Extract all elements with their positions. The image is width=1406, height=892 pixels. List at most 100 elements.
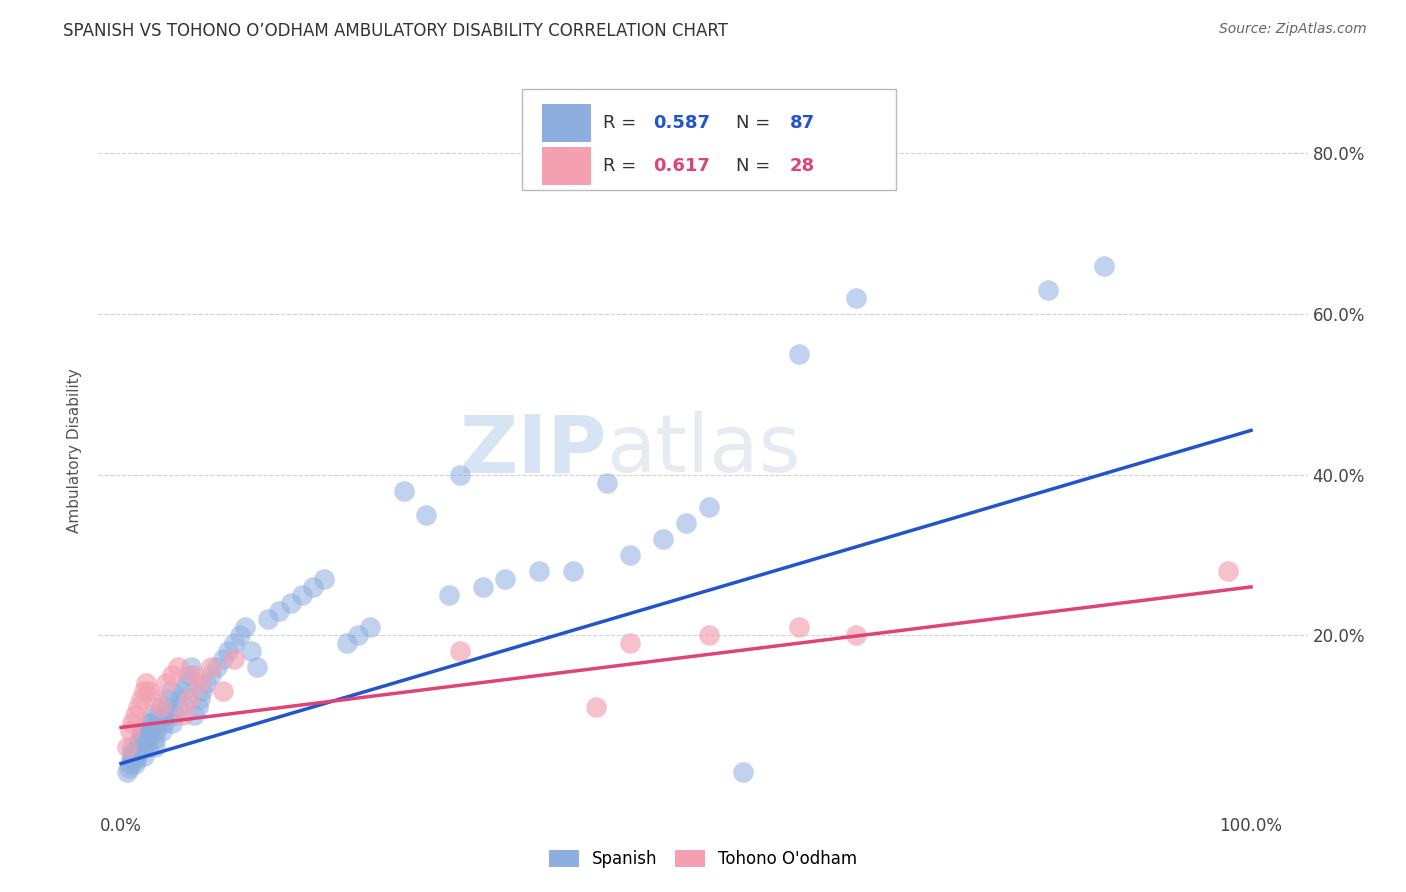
Legend: Spanish, Tohono O'odham: Spanish, Tohono O'odham <box>543 843 863 875</box>
Point <box>125 753 148 767</box>
Point <box>217 644 239 658</box>
Point <box>291 588 314 602</box>
Point <box>177 692 200 706</box>
Point <box>787 347 810 361</box>
Point <box>142 708 165 723</box>
Point <box>280 596 302 610</box>
Point <box>145 724 167 739</box>
Point <box>211 652 233 666</box>
Point <box>127 740 149 755</box>
Point <box>149 700 172 714</box>
Point <box>121 716 143 731</box>
Point <box>157 692 180 706</box>
FancyBboxPatch shape <box>522 89 897 190</box>
Point <box>163 708 186 723</box>
Point <box>359 620 381 634</box>
Point <box>136 716 159 731</box>
Point <box>146 716 169 731</box>
Point <box>159 684 181 698</box>
Point <box>187 700 209 714</box>
Point <box>619 548 641 562</box>
Point <box>172 684 194 698</box>
Point <box>596 475 619 490</box>
Point <box>228 628 250 642</box>
Point <box>143 740 166 755</box>
Point <box>392 483 415 498</box>
Point <box>697 628 720 642</box>
Point <box>132 748 155 763</box>
Point <box>246 660 269 674</box>
Point <box>148 708 170 723</box>
Point <box>155 708 177 723</box>
Point <box>149 700 172 714</box>
Point <box>845 628 868 642</box>
Point <box>120 753 142 767</box>
Point <box>166 700 188 714</box>
Point <box>787 620 810 634</box>
Point <box>585 700 607 714</box>
Point <box>143 732 166 747</box>
Point <box>336 636 359 650</box>
Point <box>134 732 156 747</box>
Point <box>132 684 155 698</box>
Point <box>127 744 149 758</box>
Point <box>257 612 280 626</box>
Point <box>127 700 149 714</box>
Point <box>183 668 205 682</box>
Point <box>302 580 325 594</box>
Point <box>233 620 256 634</box>
Point <box>172 708 194 723</box>
Point <box>135 724 157 739</box>
Point <box>150 724 173 739</box>
Point <box>155 676 177 690</box>
Point <box>527 564 550 578</box>
Point <box>675 516 697 530</box>
Point <box>138 732 160 747</box>
Point <box>731 764 754 779</box>
Bar <box>543 147 591 185</box>
Point <box>131 692 153 706</box>
Point <box>222 636 245 650</box>
Point <box>697 500 720 514</box>
Point <box>141 716 163 731</box>
Point <box>128 737 150 751</box>
Point <box>121 744 143 758</box>
Point <box>124 708 146 723</box>
Point <box>124 756 146 771</box>
Point <box>494 572 516 586</box>
Point <box>153 716 176 731</box>
Point <box>1218 564 1240 578</box>
Point <box>437 588 460 602</box>
Point <box>180 660 202 674</box>
Point <box>415 508 437 522</box>
Point <box>131 728 153 742</box>
Text: SPANISH VS TOHONO O’ODHAM AMBULATORY DISABILITY CORRELATION CHART: SPANISH VS TOHONO O’ODHAM AMBULATORY DIS… <box>63 22 728 40</box>
Point <box>156 700 179 714</box>
Point <box>138 684 160 698</box>
Point <box>449 467 471 482</box>
Text: atlas: atlas <box>606 411 800 490</box>
Text: 0.587: 0.587 <box>654 114 710 132</box>
Point <box>120 724 142 739</box>
Point <box>131 724 153 739</box>
Point <box>160 716 183 731</box>
Point <box>211 684 233 698</box>
Point <box>120 756 142 771</box>
Text: R =: R = <box>603 114 641 132</box>
Y-axis label: Ambulatory Disability: Ambulatory Disability <box>67 368 83 533</box>
Point <box>118 760 141 774</box>
Point <box>125 748 148 763</box>
Point <box>115 740 138 755</box>
Point <box>562 564 585 578</box>
Point <box>132 740 155 755</box>
Point <box>652 532 675 546</box>
Text: N =: N = <box>735 114 776 132</box>
Point <box>314 572 336 586</box>
Point <box>471 580 494 594</box>
Point <box>115 764 138 779</box>
Point <box>135 676 157 690</box>
Point <box>139 724 162 739</box>
Point <box>269 604 291 618</box>
Point <box>191 684 214 698</box>
Point <box>222 652 245 666</box>
